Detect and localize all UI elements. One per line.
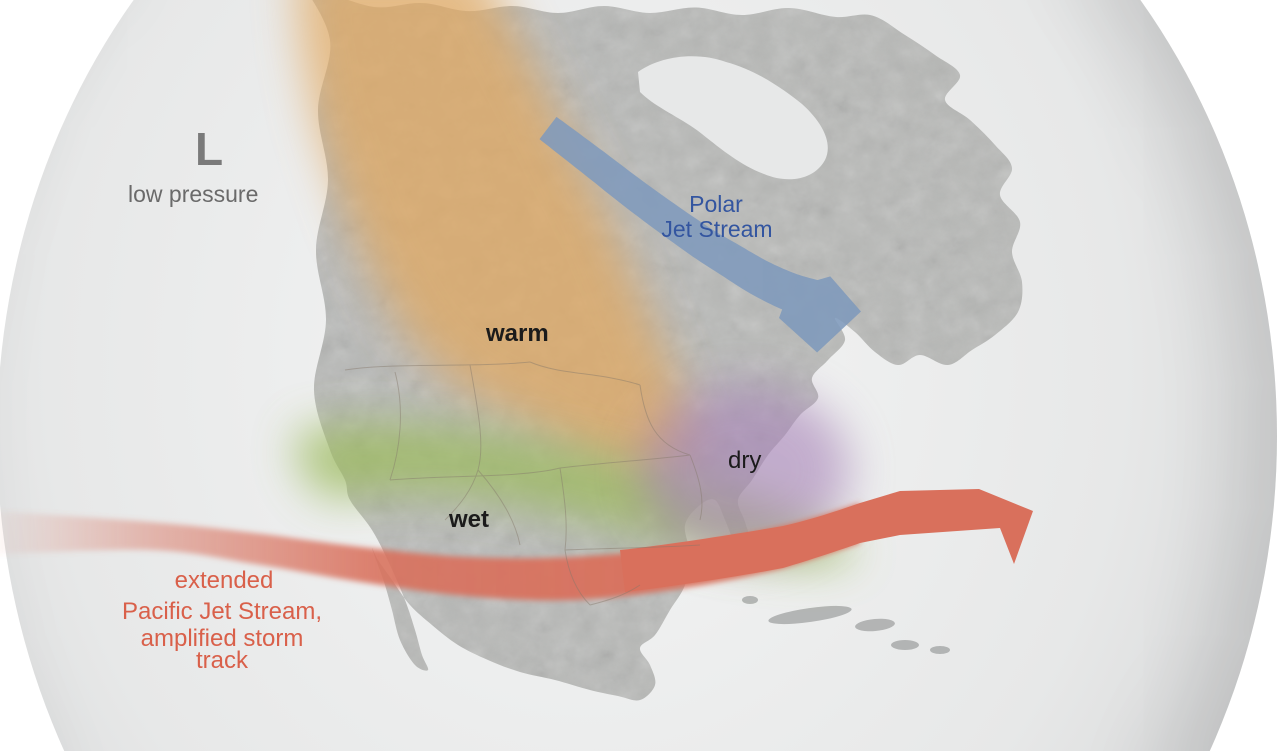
svg-text:dry: dry bbox=[728, 447, 761, 474]
svg-text:low pressure: low pressure bbox=[128, 181, 258, 207]
svg-text:wet: wet bbox=[448, 506, 489, 533]
svg-text:track: track bbox=[196, 647, 249, 674]
svg-text:Pacific Jet Stream,: Pacific Jet Stream, bbox=[122, 598, 322, 625]
svg-text:Polar: Polar bbox=[689, 191, 743, 217]
svg-text:Jet Stream: Jet Stream bbox=[661, 216, 772, 242]
svg-text:L: L bbox=[195, 123, 223, 175]
svg-text:warm: warm bbox=[485, 320, 549, 347]
svg-text:extended: extended bbox=[175, 567, 274, 594]
